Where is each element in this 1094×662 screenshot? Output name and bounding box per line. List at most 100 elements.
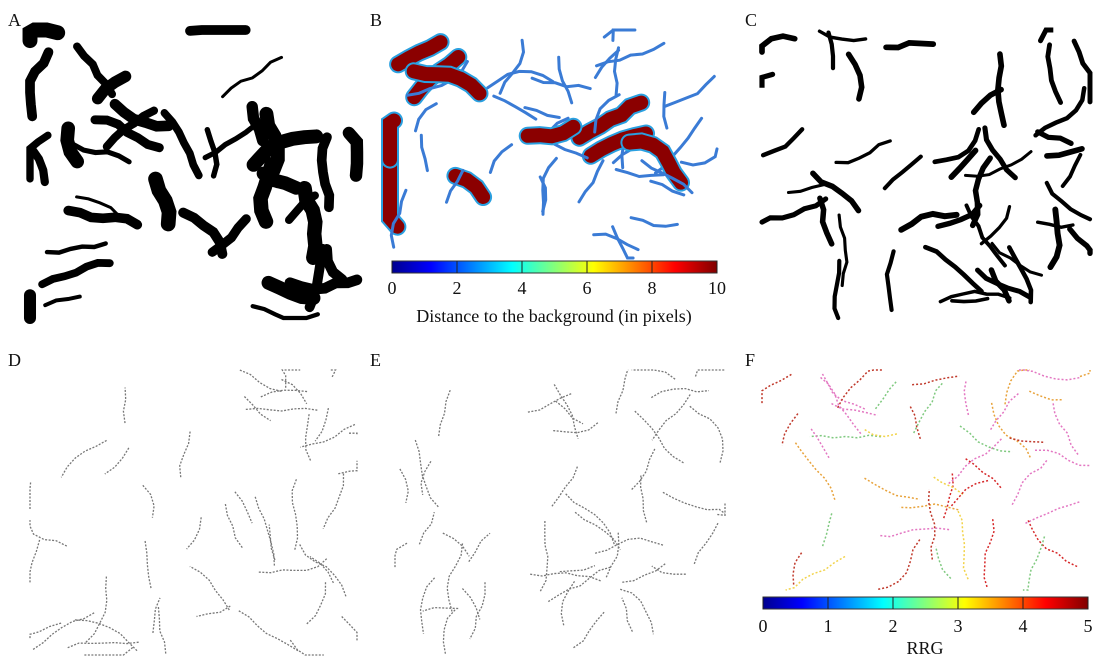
filament: [1047, 149, 1082, 156]
filament: [1026, 501, 1082, 523]
filament: [1080, 370, 1090, 377]
filament: [42, 263, 110, 284]
panel-label: E: [370, 350, 381, 370]
colorbar-tick-label: 2: [889, 616, 898, 636]
filament: [957, 509, 968, 579]
colorbar-tick-label: 4: [518, 278, 527, 298]
filament: [876, 540, 920, 590]
filament: [964, 380, 968, 415]
filament: [540, 521, 547, 591]
filament: [197, 606, 231, 617]
filament: [690, 406, 723, 462]
filament: [30, 540, 40, 583]
filament: [651, 389, 709, 398]
filament: [1070, 229, 1090, 253]
filament: [887, 251, 894, 310]
filament: [30, 483, 31, 510]
filament: [323, 474, 343, 529]
filament: [932, 476, 963, 494]
filament: [552, 467, 578, 507]
filament: [836, 141, 890, 163]
colorbar-tick-label: 10: [708, 278, 726, 298]
filament: [885, 157, 921, 189]
images: [30, 30, 1090, 655]
filament: [1038, 132, 1071, 144]
filament: [190, 566, 230, 610]
filament: [595, 538, 663, 553]
filament: [622, 598, 633, 632]
filament: [1036, 88, 1085, 135]
filament: [331, 370, 336, 377]
filament: [77, 46, 112, 94]
figure: A B C D E F Distance to the background (…: [0, 0, 1094, 662]
filament: [762, 199, 826, 222]
filament: [338, 461, 357, 474]
filament: [681, 149, 717, 165]
filament: [419, 512, 434, 544]
filament: [548, 567, 610, 601]
filament: [620, 589, 653, 634]
filament: [929, 489, 935, 559]
filament: [349, 433, 357, 435]
filament: [604, 30, 635, 37]
filament: [342, 617, 357, 642]
filament: [305, 188, 316, 258]
filament: [631, 218, 677, 227]
filament: [553, 423, 598, 433]
filament: [123, 388, 125, 424]
filament: [635, 411, 684, 463]
filament: [143, 485, 154, 517]
filament: [822, 372, 865, 409]
filament: [973, 158, 991, 225]
filament: [762, 374, 791, 404]
filament: [622, 564, 665, 583]
filament: [443, 533, 469, 556]
filament: [187, 517, 202, 549]
filament: [762, 36, 795, 52]
filament: [282, 370, 300, 388]
filament: [261, 390, 308, 397]
filament: [810, 427, 829, 458]
filament: [30, 30, 58, 41]
panel-label: F: [745, 350, 755, 370]
filament: [1035, 450, 1090, 465]
filament: [255, 497, 274, 566]
filament: [960, 426, 1012, 452]
filament: [180, 432, 190, 478]
filament: [632, 370, 675, 379]
colorbar: [392, 261, 717, 273]
filament: [1041, 30, 1054, 41]
filament: [936, 547, 951, 579]
filament: [717, 502, 725, 515]
filament: [530, 573, 601, 581]
filament: [300, 545, 346, 597]
filament: [694, 523, 718, 564]
filament: [415, 440, 438, 507]
filament: [239, 611, 298, 651]
filament: [556, 401, 583, 424]
filament: [307, 582, 326, 624]
filament: [1023, 537, 1045, 591]
filament: [33, 613, 94, 650]
panel-label: C: [745, 10, 757, 30]
filament: [315, 408, 328, 441]
colorbar-tick-label: 8: [648, 278, 657, 298]
filament: [793, 553, 802, 587]
filament: [762, 74, 773, 87]
filament: [190, 30, 246, 31]
filament: [652, 395, 690, 441]
filament: [820, 198, 832, 244]
filament: [223, 57, 282, 96]
filament: [1048, 45, 1061, 103]
filament: [183, 213, 222, 254]
filament: [559, 57, 572, 103]
colorbar-tick-label: 3: [954, 616, 963, 636]
filament: [652, 566, 686, 574]
panel-label: B: [370, 10, 382, 30]
filament: [984, 519, 994, 589]
filament: [416, 104, 437, 131]
colorbar-tick-label: 1: [824, 616, 833, 636]
filament: [390, 121, 394, 160]
filament: [876, 380, 898, 408]
filament: [1050, 210, 1059, 268]
